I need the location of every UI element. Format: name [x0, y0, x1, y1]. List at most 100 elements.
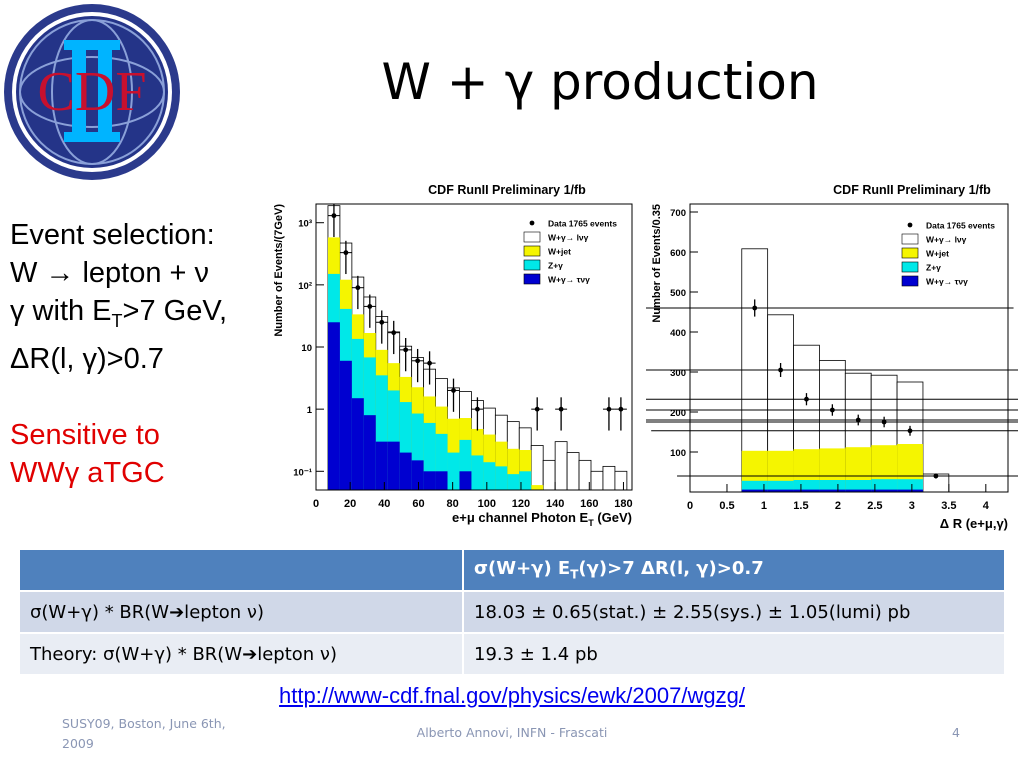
data-point — [881, 419, 887, 425]
legend-marker — [907, 222, 913, 228]
histogram-bar — [495, 466, 508, 490]
selection-line: ΔR(l, γ)>0.7 — [10, 342, 164, 375]
histogram-bar — [602, 465, 616, 491]
data-point — [855, 417, 861, 423]
data-point — [534, 406, 540, 412]
legend-label: W+jet — [548, 247, 571, 257]
histogram-bar — [435, 433, 448, 490]
data-point — [343, 250, 349, 256]
legend-swatch — [523, 245, 541, 257]
histogram-bar — [387, 390, 400, 490]
histogram-bar — [590, 470, 604, 491]
histogram-bar — [519, 471, 532, 490]
legend-swatch — [901, 275, 919, 287]
histogram-bar — [741, 489, 768, 492]
x-tick-label: 1 — [761, 500, 767, 512]
histogram-bar — [871, 479, 898, 492]
data-point — [331, 213, 337, 219]
histogram-bar — [566, 452, 580, 491]
histogram-bar — [423, 422, 436, 490]
x-tick-label: 0.5 — [719, 500, 734, 512]
histogram-bar — [741, 480, 768, 492]
x-tick-label: 60 — [412, 498, 424, 510]
histogram-bar — [519, 450, 532, 490]
data-point — [427, 360, 432, 366]
y-tick-label: 200 — [670, 408, 686, 419]
x-tick-label: 4 — [983, 500, 990, 512]
y-tick-label: 10⁻¹ — [293, 467, 312, 478]
data-point — [379, 319, 385, 325]
y-tick-label: 700 — [670, 208, 686, 219]
histogram-bar — [399, 402, 412, 490]
x-tick-label: 160 — [580, 498, 598, 510]
reference-link[interactable]: http://www-cdf.fnal.gov/physics/ewk/2007… — [279, 683, 745, 708]
data-point — [451, 388, 456, 393]
data-point — [475, 406, 480, 412]
legend-swatch — [523, 231, 541, 243]
logo-text: CDF — [38, 61, 147, 123]
data-point — [367, 304, 373, 309]
histogram-bar — [411, 413, 424, 490]
x-axis-label: e+μ channel Photon ET (GeV) — [452, 510, 632, 528]
legend-label: W+γ→ τνγ — [926, 277, 968, 287]
footer-author: Alberto Annovi, INFN - Frascati — [416, 725, 608, 740]
histogram-bar — [767, 480, 794, 492]
chart-title: CDF RunII Preliminary 1/fb — [428, 183, 586, 197]
legend-label: Z+γ — [926, 263, 941, 273]
x-tick-label: 0 — [687, 500, 693, 512]
histogram-bar — [554, 441, 568, 491]
histogram-bar — [351, 398, 364, 490]
x-tick-label: 40 — [378, 498, 390, 510]
y-tick-label: 10² — [298, 281, 312, 292]
y-tick-label: 600 — [670, 248, 686, 259]
data-point — [403, 347, 409, 353]
table-row: Theory: σ(W+γ) * BR(W➔lepton ν) 19.3 ± 1… — [18, 632, 1006, 676]
selection-line: W → lepton + ν — [10, 257, 210, 289]
legend-swatch — [523, 259, 541, 271]
header-cell: σ(W+γ) ET(γ)>7 ΔR(l, γ)>0.7 — [462, 548, 1006, 592]
histogram-bar — [897, 479, 923, 492]
legend-label: W+γ→ lνγ — [926, 235, 967, 245]
legend-label: Data 1765 events — [926, 221, 995, 231]
histogram-bar — [411, 460, 424, 490]
results-table: σ(W+γ) ET(γ)>7 ΔR(l, γ)>0.7 σ(W+γ) * BR(… — [18, 548, 1006, 676]
sensitive-line: WWγ aTGC — [10, 456, 165, 489]
histogram-bar — [530, 445, 544, 491]
histogram-bar — [423, 471, 436, 490]
table-cell: 19.3 ± 1.4 pb — [462, 632, 1006, 676]
legend-marker — [529, 220, 535, 226]
table-cell: 18.03 ± 0.65(stat.) ± 2.55(sys.) ± 1.05(… — [462, 590, 1006, 634]
sensitive-line: Sensitive to — [10, 418, 160, 451]
selection-line: γ with ET>7 GeV, — [10, 295, 228, 331]
x-tick-label: 0 — [313, 498, 319, 510]
y-tick-label: 500 — [670, 288, 686, 299]
histogram-bar — [507, 448, 520, 490]
x-tick-label: 80 — [447, 498, 459, 510]
histogram-bar — [459, 471, 472, 490]
histogram-bar — [363, 415, 376, 490]
x-tick-label: 20 — [344, 498, 356, 510]
chart-title: CDF RunII Preliminary 1/fb — [833, 183, 991, 197]
data-point — [829, 407, 835, 413]
delta-r-plot: CDF RunII Preliminary 1/fb 0 0.5 1 1.5 2 2.5 3 3… — [646, 178, 1018, 534]
x-tick-label: 1.5 — [793, 500, 808, 512]
footer-date: SUSY09, Boston, June 6th, 2009 — [62, 716, 226, 751]
histogram-bar — [871, 489, 898, 492]
photon-et-chart: CDF RunII Preliminary 1/fb 0 20 40 60 80 100 12… — [273, 183, 633, 528]
histogram-bar — [375, 441, 388, 490]
y-tick-label: 100 — [670, 448, 686, 459]
histogram-bar — [375, 375, 388, 490]
slide-title: W + γ production — [381, 53, 819, 111]
legend-swatch — [901, 247, 919, 259]
header-empty-cell — [18, 548, 464, 592]
selection-line: Event selection: — [10, 219, 215, 251]
data-point — [933, 473, 939, 479]
y-axis-label: Number of Events/0.35 — [651, 204, 663, 323]
legend-label: W+γ→ τνγ — [548, 275, 590, 285]
plot-frame — [689, 203, 1009, 493]
legend-swatch — [901, 233, 919, 245]
histogram-bar — [819, 489, 846, 492]
histogram-bar — [471, 455, 484, 490]
legend-label: Z+γ — [548, 261, 563, 271]
histogram-bar — [845, 480, 872, 492]
